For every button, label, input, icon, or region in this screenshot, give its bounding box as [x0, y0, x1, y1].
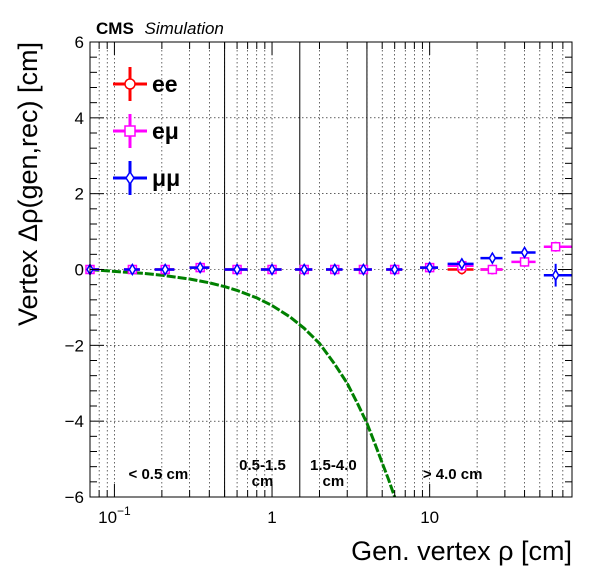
marker-diamond [300, 263, 309, 276]
marker-diamond [457, 257, 466, 271]
marker-diamond [125, 170, 135, 186]
x-axis-title: Gen. vertex ρ [cm] [351, 536, 572, 566]
marker-square [519, 257, 530, 267]
legend-entry-2: μμ [113, 161, 180, 195]
marker-diamond [161, 263, 170, 276]
marker-diamond [128, 263, 137, 276]
series-2 [86, 245, 572, 287]
y-tick-label: 4 [75, 109, 84, 128]
series [85, 241, 572, 287]
marker-diamond [330, 263, 339, 276]
marker-diamond [488, 251, 497, 265]
y-tick-label: −6 [65, 488, 84, 507]
marker-diamond [425, 261, 434, 275]
x-tick-label: 10−1 [98, 504, 131, 527]
curve-line [89, 268, 397, 498]
marker-diamond [551, 268, 560, 282]
y-axis-title: Vertex Δρ(gen,rec) [cm] [13, 42, 43, 326]
region-label: 0.5-1.5 [239, 457, 286, 474]
experiment-label: CMS [96, 19, 134, 38]
x-tick-label: 10 [420, 508, 439, 527]
legend-entry-0: ee [113, 67, 178, 101]
marker-diamond [196, 261, 205, 275]
legend-label: eμ [152, 118, 179, 144]
y-tick-label: 0 [75, 261, 84, 280]
x-tick-label-exponent: −1 [117, 504, 131, 518]
legend: ee eμ μμ [113, 67, 180, 195]
marker-diamond [359, 263, 368, 276]
marker-diamond [390, 263, 399, 276]
legend-label: μμ [152, 165, 180, 191]
region-label: cm [323, 473, 345, 490]
x-tick-label-base: 10 [98, 508, 117, 527]
marker-diamond [520, 245, 529, 259]
curve [89, 268, 397, 498]
region-label: < 0.5 cm [129, 466, 189, 483]
marker-square [124, 125, 136, 137]
marker-square [487, 264, 498, 275]
region-label: cm [252, 473, 274, 490]
marker-circle [124, 78, 136, 90]
marker-square [550, 242, 561, 252]
marker-diamond [268, 263, 276, 276]
y-tick-label: 2 [75, 185, 84, 204]
legend-label: ee [152, 71, 178, 97]
simulation-label: Simulation [145, 19, 224, 38]
y-tick-label: −2 [65, 336, 84, 355]
region-label: 1.5-4.0 [310, 457, 357, 474]
marker-diamond [233, 263, 241, 276]
legend-entry-1: eμ [113, 114, 179, 148]
x-tick-label: 1 [267, 508, 276, 527]
y-tick-label: −4 [65, 412, 84, 431]
chart-header: CMS Simulation [96, 19, 224, 38]
region-label: > 4.0 cm [423, 466, 483, 483]
y-tick-label: 6 [75, 33, 84, 52]
